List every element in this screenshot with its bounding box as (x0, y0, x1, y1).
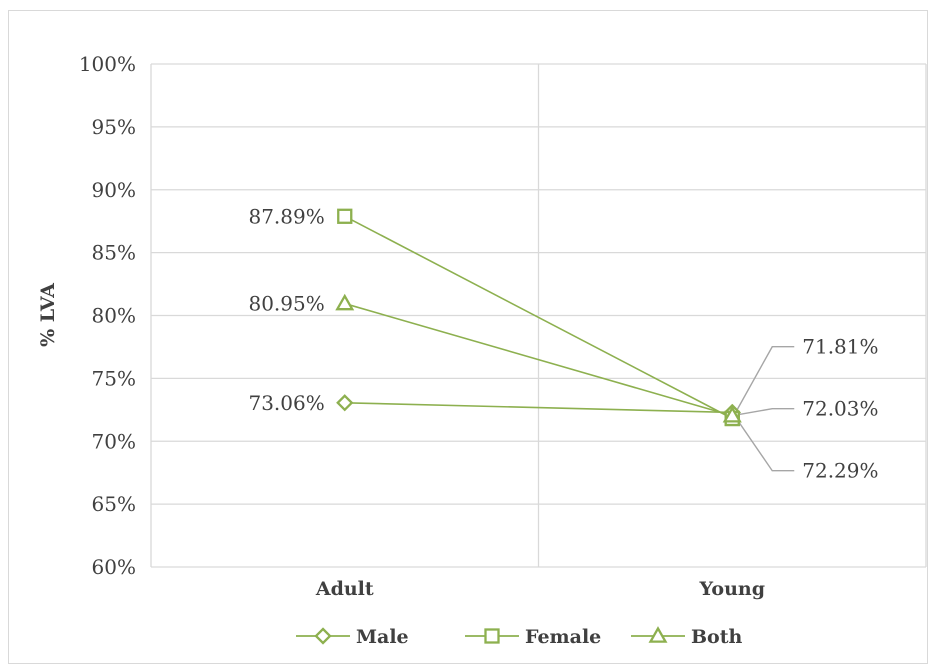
data-labels: 73.06% 87.89% 80.95% 71.81% 72.03% 72.29% (248, 204, 878, 482)
x-category-label: Young (699, 578, 766, 600)
y-tick-label: 90% (92, 178, 136, 202)
triangle-marker (335, 293, 355, 311)
x-category-label: Adult (315, 578, 374, 600)
data-label-female: 71.81% (802, 335, 878, 359)
series-line-both (344, 302, 733, 417)
y-tick-label: 65% (92, 492, 136, 516)
data-label-female: 87.89% (248, 204, 324, 228)
data-label-both: 72.03% (802, 397, 878, 421)
y-tick-label: 75% (92, 366, 136, 390)
y-tick-label: 100% (79, 52, 136, 76)
legend-item-female: Female (465, 626, 601, 648)
y-tick-label: 60% (92, 555, 136, 579)
data-label-male: 72.29% (802, 459, 878, 483)
data-label-leaders (722, 346, 795, 472)
y-tick-label: 70% (92, 429, 136, 453)
legend-item-both: Both (631, 626, 743, 648)
y-tick-label: 85% (92, 241, 136, 265)
y-axis-title: % LVA (37, 283, 59, 347)
leader-line (732, 408, 795, 417)
leader-line (731, 412, 795, 472)
series-line-female (344, 215, 733, 420)
x-axis-categories: Adult Young (315, 578, 765, 600)
data-label-male: 73.06% (248, 391, 324, 415)
square-marker (337, 208, 353, 224)
data-label-both: 80.95% (248, 292, 324, 316)
legend-label: Both (691, 626, 743, 648)
legend: Male Female Both (296, 626, 743, 648)
gridlines (150, 63, 927, 568)
diamond-marker (314, 627, 332, 645)
y-tick-label: 80% (92, 304, 136, 328)
legend-item-male: Male (296, 626, 409, 648)
triangle-marker (722, 405, 742, 423)
square-marker (484, 628, 500, 644)
triangle-marker (648, 626, 668, 643)
diamond-marker (336, 394, 354, 412)
y-axis-ticks: 60% 65% 70% 75% 80% 85% 90% 95% 100% (79, 52, 136, 579)
legend-label: Male (356, 626, 409, 648)
leader-line (731, 346, 795, 419)
series-line-male (344, 401, 733, 414)
legend-label: Female (525, 626, 601, 648)
y-tick-label: 95% (92, 115, 136, 139)
chart-frame (8, 10, 928, 664)
